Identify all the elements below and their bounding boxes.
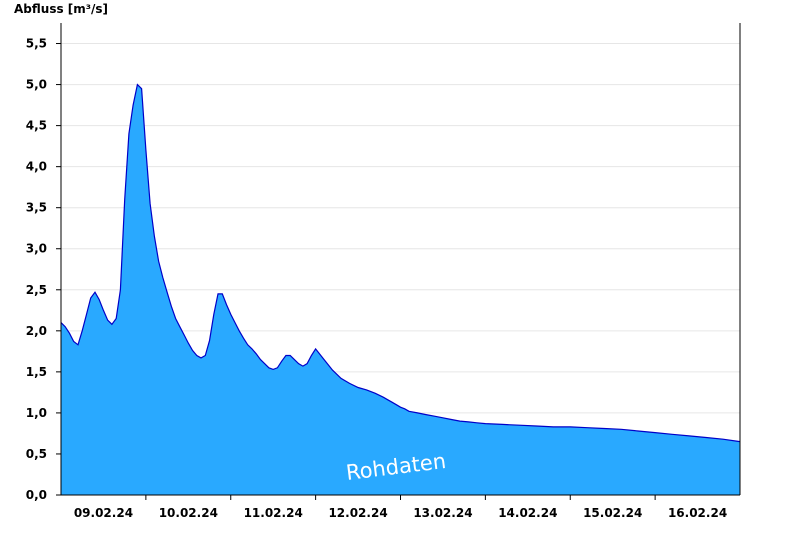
- y-tick-label: 4,0: [26, 160, 47, 174]
- discharge-area: [61, 84, 740, 495]
- y-tick-label: 1,5: [26, 365, 47, 379]
- x-tick-label: 12.02.24: [328, 506, 387, 520]
- y-tick-label: 5,5: [26, 37, 47, 51]
- y-axis-title: Abfluss [m³/s]: [14, 2, 108, 16]
- x-tick-label: 14.02.24: [498, 506, 557, 520]
- y-tick-label: 2,0: [26, 324, 47, 338]
- y-tick-label: 5,0: [26, 78, 47, 92]
- y-tick-label: 3,0: [26, 242, 47, 256]
- y-axis-ticks: 0,0 0,5 1,0 1,5 2,0 2,5 3,0 3,5 4,0 4,5 5,0 5,5: [26, 37, 61, 502]
- x-tick-label: 15.02.24: [583, 506, 642, 520]
- y-tick-label: 3,5: [26, 201, 47, 215]
- x-tick-label: 11.02.24: [244, 506, 303, 520]
- discharge-line: [60, 83, 741, 443]
- x-tick-label: 13.02.24: [413, 506, 472, 520]
- x-axis-ticks: 09.02.24 10.02.24 11.02.24 12.02.24 13.02.24…: [74, 495, 727, 520]
- y-tick-label: 4,5: [26, 119, 47, 133]
- x-tick-label: 16.02.24: [668, 506, 727, 520]
- x-tick-label: 10.02.24: [159, 506, 218, 520]
- y-tick-label: 0,5: [26, 447, 47, 461]
- y-tick-label: 0,0: [26, 488, 47, 502]
- y-tick-label: 1,0: [26, 406, 47, 420]
- y-tick-label: 2,5: [26, 283, 47, 297]
- x-tick-label: 09.02.24: [74, 506, 133, 520]
